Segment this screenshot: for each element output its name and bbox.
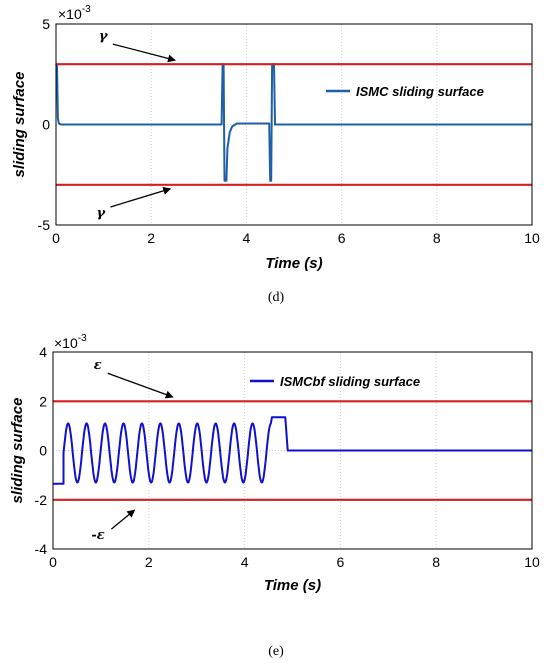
chart-e-x-tick-label-5: 10 (524, 554, 540, 570)
chart-d-x-tick-label-1: 2 (147, 230, 155, 246)
chart-e-annotation-lower: -ε (91, 528, 104, 543)
chart-e-x-tick-label-2: 4 (241, 554, 249, 570)
chart-d-annotation-upper: γ (99, 29, 109, 44)
chart-d-annotations: γ γ (96, 29, 176, 221)
chart-e-y-tick-label-1: -2 (35, 492, 48, 508)
chart-d-legend-label: ISMC sliding surface (356, 84, 484, 99)
chart-e-ticks: 0 2 4 6 8 10 -4 -2 0 2 4 (35, 344, 540, 570)
chart-d-y-axis-label: sliding surface (11, 72, 28, 178)
chart-d-y-exponent-base: ×10 (58, 6, 82, 22)
chart-e-y-tick-label-2: 0 (39, 443, 47, 459)
chart-e-annotation-upper-arrow (107, 372, 174, 399)
chart-d-annotation-lower-arrow (110, 187, 172, 208)
chart-e-series (53, 400, 532, 501)
chart-d-series-main (55, 63, 532, 182)
chart-e-y-exponent-power: -3 (78, 333, 87, 344)
chart-d-x-tick-label-3: 6 (338, 230, 346, 246)
chart-d-y-tick-label-1: 0 (42, 117, 50, 133)
chart-d: 0 2 4 6 8 10-505 ×10-3 sliding surface Time (… (11, 4, 540, 305)
chart-d-caption: (d) (268, 290, 285, 305)
chart-d-x-tick-label-4: 8 (433, 230, 441, 246)
chart-d-x-axis-label: Time (s) (265, 255, 322, 272)
chart-d-legend: ISMC sliding surface (326, 84, 484, 99)
chart-e-annotation-lower-arrow (110, 509, 136, 530)
chart-e-annotation-upper: ε (94, 358, 102, 373)
chart-d-plot-frame (55, 23, 533, 226)
chart-e-y-tick-label-4: 4 (39, 344, 47, 360)
chart-e-legend: ISMCbf sliding surface (250, 374, 420, 389)
chart-d-series (55, 63, 532, 186)
chart-d-ticks: 0 2 4 6 8 10-505 (38, 16, 540, 246)
chart-e-y-tick-label-0: -4 (35, 541, 48, 557)
chart-d-y-exponent: ×10-3 (58, 4, 91, 22)
chart-d-y-tick-label-0: -5 (38, 217, 51, 233)
chart-e-caption: (e) (268, 644, 284, 659)
chart-e-legend-label: ISMCbf sliding surface (280, 374, 420, 389)
chart-d-y-tick-label-2: 5 (42, 16, 50, 32)
chart-e-y-tick-label-3: 2 (39, 393, 47, 409)
chart-d-x-tick-label-5: 10 (524, 230, 540, 246)
chart-e-x-tick-label-4: 8 (432, 554, 440, 570)
chart-e-series-main (53, 416, 532, 485)
chart-e-x-tick-label-1: 2 (145, 554, 153, 570)
chart-d-y-exponent-power: -3 (82, 4, 91, 15)
chart-d-x-tick-label-0: 0 (52, 230, 60, 246)
chart-d-annotation-lower: γ (96, 206, 106, 221)
chart-e-y-exponent: ×10-3 (54, 333, 87, 351)
chart-e-x-tick-label-0: 0 (49, 554, 57, 570)
chart-e-y-axis-label: sliding surface (9, 398, 26, 504)
chart-e-x-axis-label: Time (s) (264, 577, 321, 594)
chart-e-annotations: ε -ε (91, 358, 174, 543)
chart-e-y-exponent-base: ×10 (54, 335, 78, 351)
chart-e-x-tick-label-3: 6 (337, 554, 345, 570)
chart-e: 0 2 4 6 8 10 -4 -2 0 2 4 ×10-3 sliding surface Tim… (9, 333, 540, 659)
chart-e-plot-frame (52, 351, 533, 550)
chart-d-annotation-upper-arrow (112, 43, 176, 63)
chart-d-x-tick-label-2: 4 (243, 230, 251, 246)
